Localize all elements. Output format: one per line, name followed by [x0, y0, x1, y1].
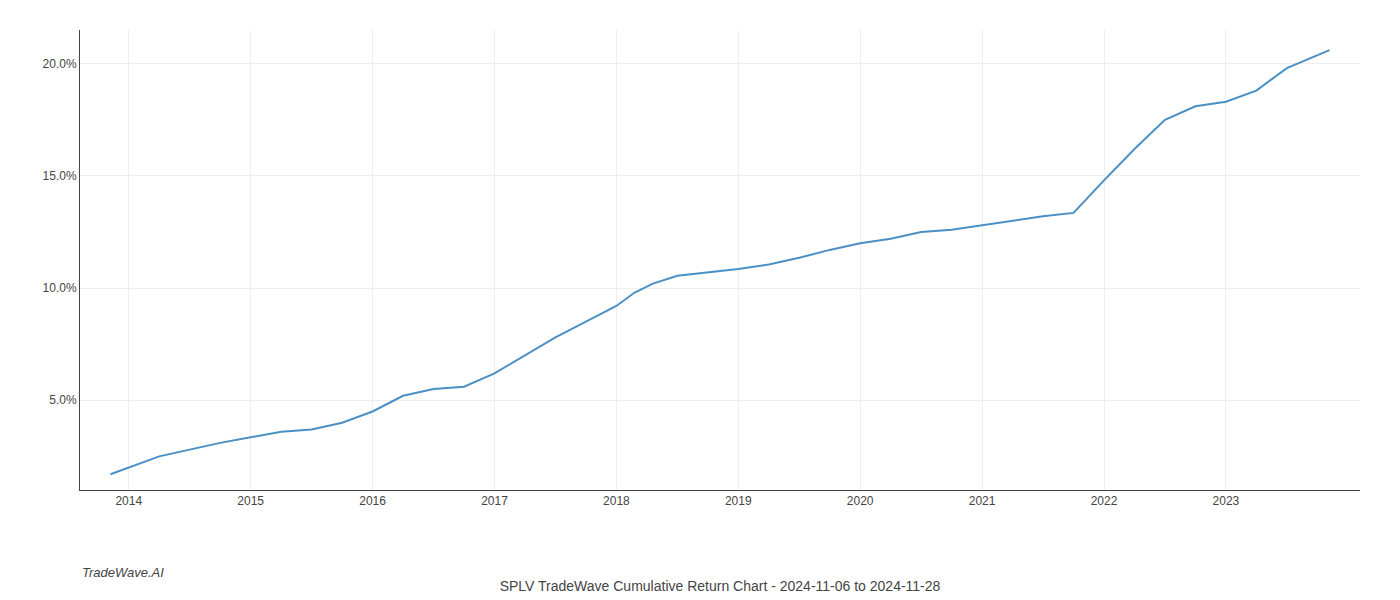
svg-text:2014: 2014 [115, 494, 142, 508]
svg-text:2023: 2023 [1213, 494, 1240, 508]
svg-text:2016: 2016 [359, 494, 386, 508]
svg-text:20.0%: 20.0% [43, 57, 77, 71]
svg-text:TradeWave.AI: TradeWave.AI [82, 565, 164, 580]
svg-text:2022: 2022 [1091, 494, 1118, 508]
svg-text:2015: 2015 [237, 494, 264, 508]
svg-text:2021: 2021 [969, 494, 996, 508]
svg-text:2019: 2019 [725, 494, 752, 508]
svg-text:5.0%: 5.0% [49, 393, 77, 407]
svg-text:SPLV TradeWave Cumulative Retu: SPLV TradeWave Cumulative Return Chart -… [500, 578, 941, 594]
svg-text:2017: 2017 [481, 494, 508, 508]
svg-text:2020: 2020 [847, 494, 874, 508]
svg-text:15.0%: 15.0% [43, 169, 77, 183]
svg-text:10.0%: 10.0% [43, 281, 77, 295]
svg-text:2018: 2018 [603, 494, 630, 508]
